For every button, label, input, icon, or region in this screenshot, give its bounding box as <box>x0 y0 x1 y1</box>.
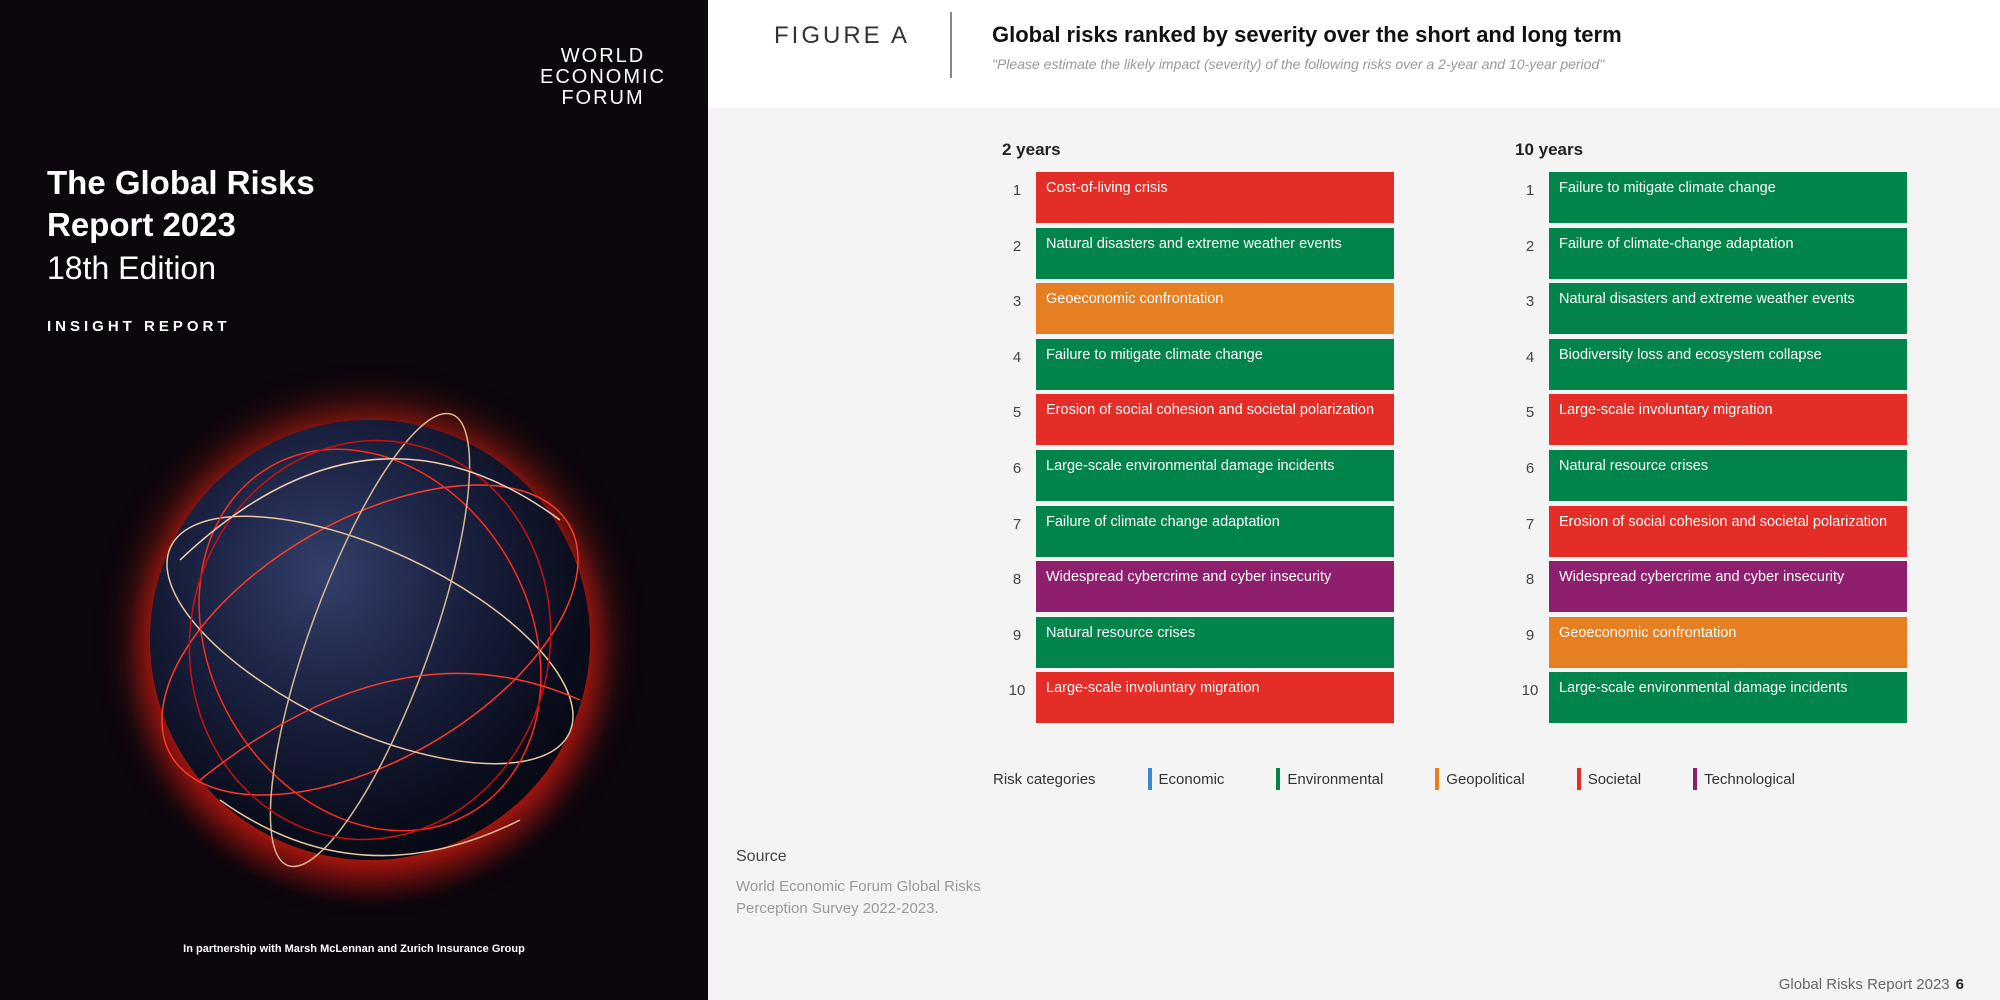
risk-rank: 1 <box>1525 182 1535 199</box>
risk-rank: 2 <box>1525 237 1535 255</box>
cover-title-line1: The Global Risks <box>47 164 315 201</box>
risk-rank: 7 <box>1012 515 1022 533</box>
risk-rank: 9 <box>1525 626 1535 644</box>
source-heading: Source <box>736 848 787 865</box>
risk-box: Failure of climate-change adaptation <box>1549 227 1907 279</box>
risk-box: Natural resource crises <box>1036 616 1394 668</box>
figure-title: Global risks ranked by severity over the… <box>992 22 1622 47</box>
risk-box: Large-scale environmental damage inciden… <box>1549 672 1907 724</box>
risk-rank: 10 <box>1521 682 1539 700</box>
cover-series: INSIGHT REPORT <box>47 318 231 335</box>
legend-swatch <box>1576 768 1581 790</box>
risk-rank: 1 <box>1012 182 1022 199</box>
legend-label: Technological <box>1704 770 1795 788</box>
risk-box: Failure of climate change adaptation <box>1036 505 1394 557</box>
globe-image <box>150 420 590 860</box>
risk-box: Natural disasters and extreme weather ev… <box>1036 227 1394 279</box>
risk-rank: 8 <box>1012 571 1022 589</box>
risk-box: Large-scale involuntary migration <box>1549 394 1907 446</box>
risk-rank: 3 <box>1525 293 1535 311</box>
legend-item: Economic <box>1147 768 1225 790</box>
legend-item: Environmental <box>1276 768 1383 790</box>
risk-rank: 2 <box>1012 237 1022 255</box>
page-number: 6 <box>1955 976 1964 993</box>
risk-box: Cost-of-living crisis <box>1036 172 1394 223</box>
cover-title: The Global Risks Report 2023 <box>47 162 315 246</box>
risk-box: Widespread cybercrime and cyber insecuri… <box>1036 561 1394 613</box>
risk-rank: 6 <box>1525 460 1535 477</box>
risk-box: Large-scale environmental damage inciden… <box>1036 450 1394 501</box>
legend-item: Societal <box>1576 768 1642 790</box>
source-text: World Economic Forum Global Risks Percep… <box>736 878 981 917</box>
risk-box: Large-scale involuntary migration <box>1036 672 1394 724</box>
figure-subtitle: "Please estimate the likely impact (seve… <box>992 56 1605 72</box>
footer-report: Global Risks Report 2023 <box>1778 976 1950 993</box>
header-divider <box>950 12 952 78</box>
risk-box: Widespread cybercrime and cyber insecuri… <box>1549 561 1907 613</box>
legend-swatch <box>1147 768 1152 790</box>
column-heading-2-years: 2 years <box>1002 140 1061 159</box>
risk-rank: 5 <box>1012 404 1022 422</box>
risk-box: Failure to mitigate climate change <box>1549 172 1907 223</box>
legend-swatch <box>1435 768 1440 790</box>
legend-item: Geopolitical <box>1435 768 1525 790</box>
risk-box: Natural resource crises <box>1549 450 1907 501</box>
risk-rank: 4 <box>1525 348 1535 366</box>
risk-box: Geoeconomic confrontation <box>1549 616 1907 668</box>
risk-rank: 3 <box>1012 293 1022 311</box>
risk-box: Geoeconomic confrontation <box>1036 283 1394 335</box>
wef-logo: WORLD ECONOMIC FORUM <box>540 45 666 109</box>
risk-rank: 4 <box>1012 348 1022 366</box>
cover-title-line2: Report 2023 <box>47 206 236 243</box>
risk-rank: 10 <box>1008 682 1026 700</box>
cover-partner: In partnership with Marsh McLennan and Z… <box>183 943 525 955</box>
figure-header <box>708 0 2000 108</box>
legend-label: Geopolitical <box>1446 770 1525 788</box>
risk-rank: 5 <box>1525 404 1535 422</box>
risk-box: Biodiversity loss and ecosystem collapse <box>1549 338 1907 390</box>
column-heading-10-years: 10 years <box>1515 140 1584 159</box>
risk-rank: 6 <box>1012 460 1022 477</box>
legend-swatch <box>1693 768 1698 790</box>
risk-rank: 8 <box>1525 571 1535 589</box>
risk-rank: 9 <box>1012 626 1022 644</box>
legend: Risk categories Economic Environmental Geo… <box>993 768 1795 790</box>
risk-box: Natural disasters and extreme weather ev… <box>1549 283 1907 335</box>
report-cover: WORLD ECONOMIC FORUM The Global Risks Repor… <box>0 0 708 1000</box>
risk-box: Failure to mitigate climate change <box>1036 338 1394 390</box>
legend-label: Societal <box>1587 770 1642 788</box>
page-footer: Global Risks Report 2023 6 <box>1779 976 1964 993</box>
legend-title: Risk categories <box>993 770 1096 788</box>
risk-box: Erosion of social cohesion and societal … <box>1036 394 1394 446</box>
legend-item: Technological <box>1693 768 1795 790</box>
cover-edition: 18th Edition <box>47 250 217 286</box>
figure-label: FIGURE A <box>774 22 911 49</box>
legend-label: Economic <box>1158 770 1225 788</box>
legend-swatch <box>1276 768 1281 790</box>
legend-label: Environmental <box>1287 770 1384 788</box>
risk-rank: 7 <box>1525 515 1535 533</box>
risk-box: Erosion of social cohesion and societal … <box>1549 505 1907 557</box>
globe-network-arcs <box>161 412 581 868</box>
